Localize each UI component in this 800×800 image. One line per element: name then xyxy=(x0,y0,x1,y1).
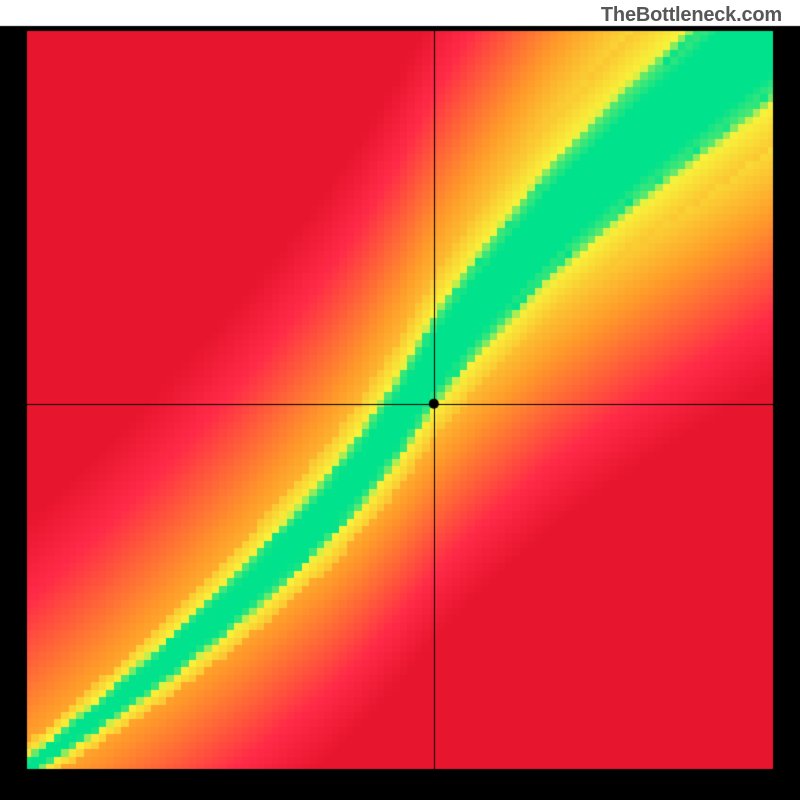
bottleneck-heatmap xyxy=(0,0,800,800)
watermark-text: TheBottleneck.com xyxy=(601,4,782,27)
chart-container: TheBottleneck.com xyxy=(0,0,800,800)
